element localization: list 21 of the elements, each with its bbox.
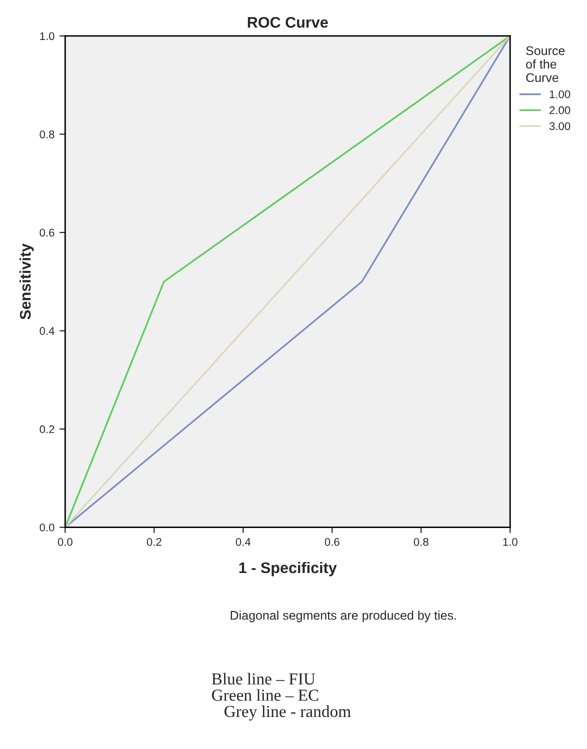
x-tick-label: 0.2 — [146, 538, 162, 546]
text: Blue line – FIU Green line – EC Grey line - random — [212, 672, 351, 721]
y-tick-label: 0.4 — [40, 327, 54, 335]
x-tick-label: 1.0 — [503, 538, 518, 546]
legend-label: 3.00 — [549, 122, 570, 130]
y-tick-label: 1.0 — [40, 32, 54, 40]
y-tick-label: 0.6 — [40, 228, 54, 237]
text: Diagonal segments are produced by ties. — [230, 610, 456, 622]
chart-title: ROC Curve — [248, 16, 328, 28]
legend-label: 2.00 — [550, 106, 570, 114]
y-axis-title: Sensitivity — [20, 243, 34, 320]
y-tick-label: 0.0 — [40, 524, 54, 532]
y-tick-label: 0.2 — [40, 425, 54, 434]
legend-title: Source of the Curve — [526, 46, 565, 82]
x-tick-label: 0.8 — [414, 538, 428, 546]
x-tick-label: 0.4 — [236, 538, 251, 546]
y-tick-label: 0.8 — [40, 130, 54, 138]
x-tick-label: 0.0 — [58, 538, 72, 546]
x-tick-label: 0.6 — [324, 538, 340, 546]
legend-label: 1.00 — [550, 90, 570, 98]
x-axis-title: 1 - Specificity — [239, 562, 337, 576]
